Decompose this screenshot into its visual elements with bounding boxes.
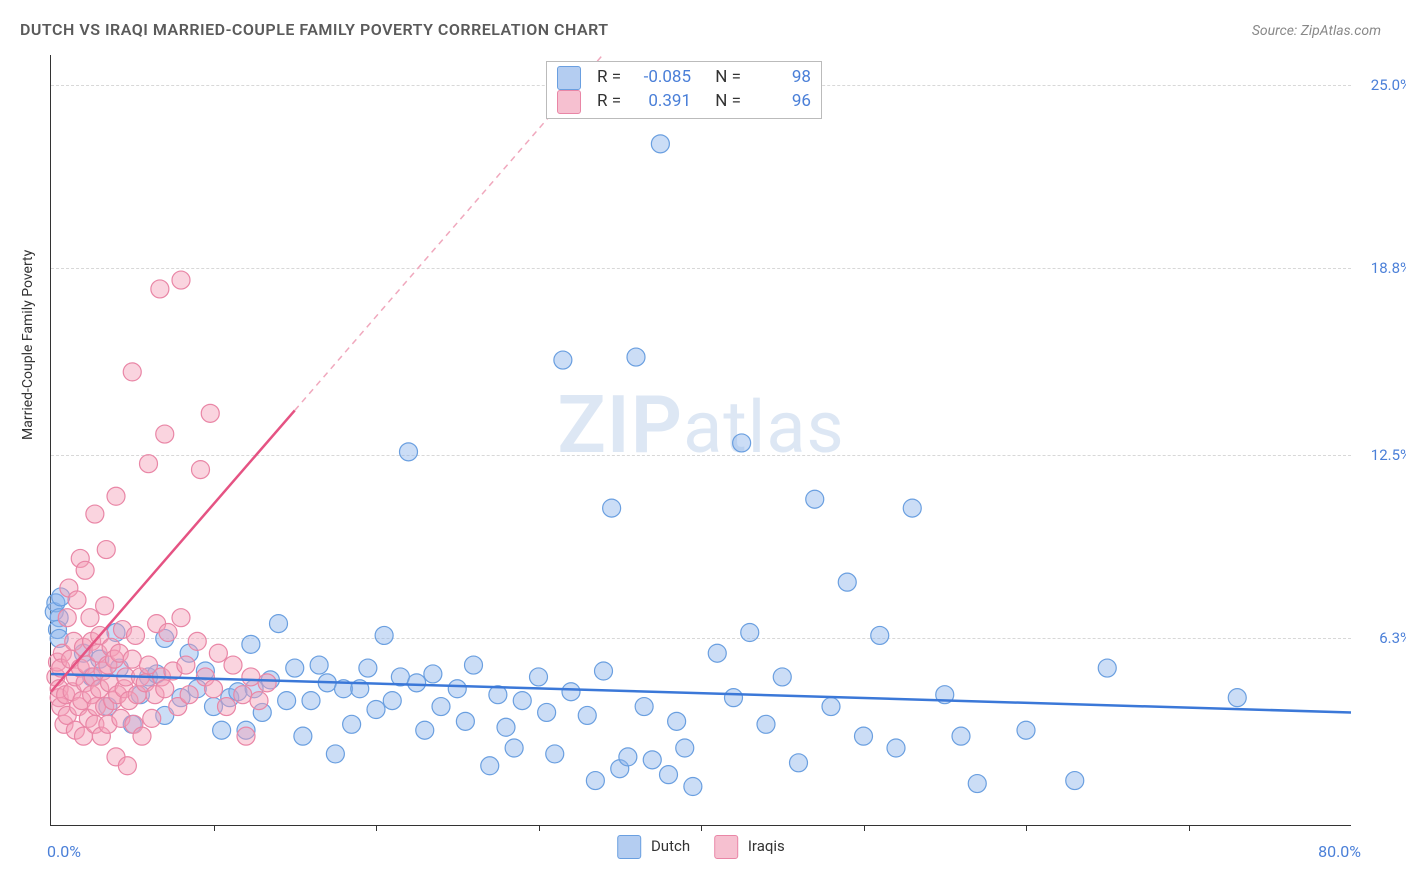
x-min-label: 0.0% (47, 842, 81, 861)
swatch-dutch-icon (557, 66, 581, 90)
corr-n-dutch: 98 (751, 66, 811, 90)
swatch-iraqis-icon (557, 90, 581, 114)
legend-item-dutch: Dutch (617, 835, 690, 859)
legend-item-iraqis: Iraqis (714, 835, 785, 859)
swatch-iraqis-icon (714, 835, 738, 859)
corr-r-label: R = (597, 90, 621, 114)
y-axis-title: Married-Couple Family Poverty (20, 250, 36, 440)
y-tick-label: 12.5% (1371, 446, 1406, 464)
chart-area: ZIPatlas 6.3%12.5%18.8%25.0% R = -0.085 … (50, 55, 1351, 826)
chart-title: DUTCH VS IRAQI MARRIED-COUPLE FAMILY POV… (20, 20, 609, 39)
legend: Dutch Iraqis (617, 835, 785, 859)
x-max-label: 80.0% (1318, 842, 1361, 861)
source-label: Source: ZipAtlas.com (1252, 23, 1381, 39)
corr-n-label: N = (715, 90, 741, 114)
corr-r-dutch: -0.085 (631, 66, 691, 90)
corr-r-iraqis: 0.391 (631, 90, 691, 114)
y-tick-label: 6.3% (1379, 629, 1406, 647)
legend-label-iraqis: Iraqis (748, 837, 785, 855)
correlation-box: R = -0.085 N = 98 R = 0.391 N = 96 (546, 61, 822, 119)
corr-r-label: R = (597, 66, 621, 90)
corr-n-iraqis: 96 (751, 90, 811, 114)
legend-label-dutch: Dutch (651, 837, 690, 855)
corr-n-label: N = (715, 66, 741, 90)
y-tick-label: 18.8% (1371, 259, 1406, 277)
corr-row-iraqis: R = 0.391 N = 96 (557, 90, 811, 114)
y-tick-label: 25.0% (1371, 76, 1406, 94)
swatch-dutch-icon (617, 835, 641, 859)
corr-row-dutch: R = -0.085 N = 98 (557, 66, 811, 90)
plot-svg (51, 55, 1351, 825)
